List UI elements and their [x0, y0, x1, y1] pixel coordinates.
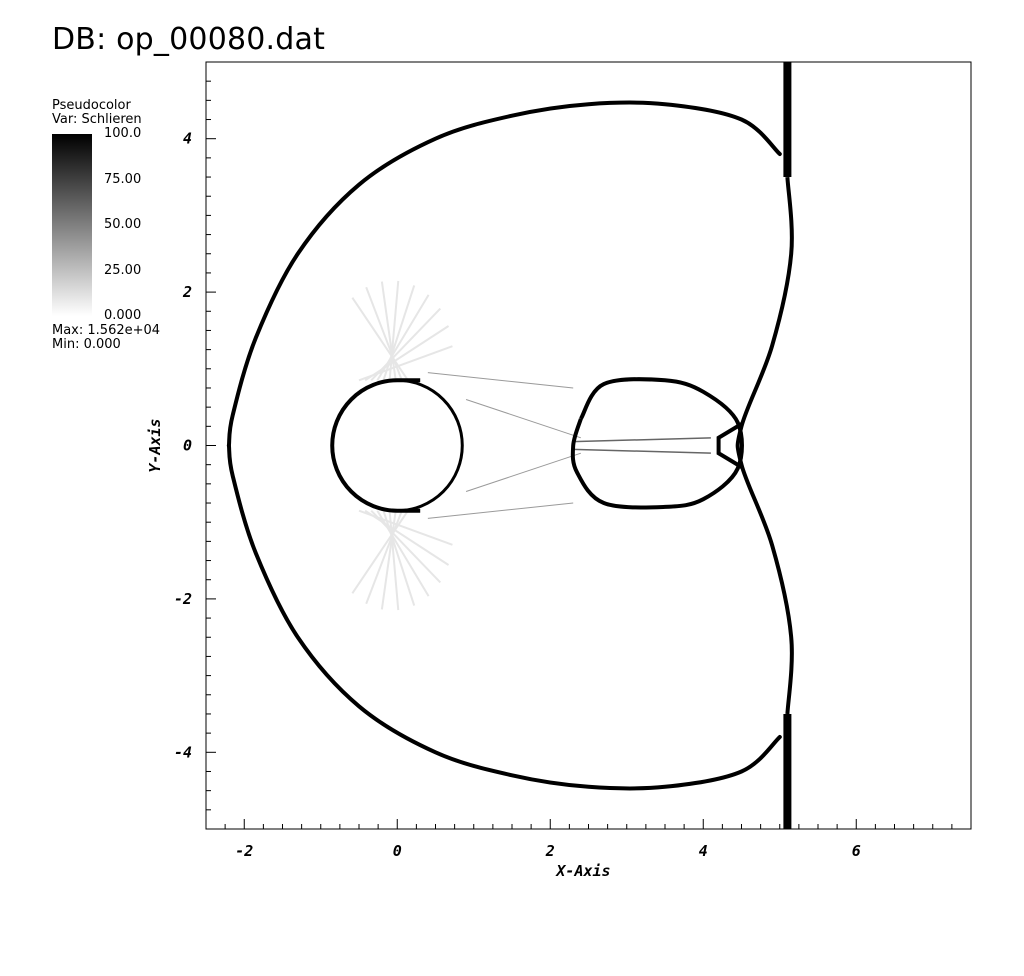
x-axis-title: X-Axis [554, 862, 610, 880]
schlieren-ray [376, 294, 430, 381]
legend-max-label: Max: 1.562e+04 [52, 323, 161, 338]
y-tick-label: 0 [183, 437, 192, 455]
schlieren-ray [388, 510, 400, 611]
schlieren-ray [382, 285, 416, 381]
legend-tick-label: 0.000 [104, 308, 142, 323]
schlieren-ray [370, 510, 442, 584]
obstacle-outline [330, 378, 421, 513]
obstacle-rear-shock [397, 378, 464, 513]
wake-loop [570, 377, 744, 510]
plot-layer: -2 0 2 4 6 -4 -2 0 2 4 X-Axis Y-Axis [146, 61, 972, 880]
y-tick-label: -4 [174, 743, 192, 761]
legend-tick-label: 50.00 [104, 217, 142, 232]
plot-area [206, 62, 971, 829]
schlieren-ray [365, 510, 403, 605]
x-tick-label: 6 [852, 842, 861, 860]
schlieren-ray [351, 510, 409, 594]
schlieren-ray [370, 307, 442, 381]
schlieren-ray [380, 281, 397, 381]
legend-stats: Max: 1.562e+04 Min: 0.000 [52, 324, 160, 352]
shear-layer [427, 372, 574, 389]
x-tick-label: 4 [699, 842, 708, 860]
mach-stem [716, 422, 743, 469]
legend-plot-type: Pseudocolor [52, 98, 131, 113]
curved-shock-front [735, 176, 794, 715]
x-tick-label: 0 [393, 842, 402, 860]
wake-jet [573, 448, 711, 454]
database-title: DB: op_00080.dat [52, 22, 326, 57]
shear-layer [465, 399, 582, 439]
legend-color-bar [52, 134, 92, 316]
schlieren-ray [380, 510, 397, 610]
legend-variable: Var: Schlieren [52, 112, 142, 127]
legend-tick-label: 75.00 [104, 172, 142, 187]
y-tick-label: -2 [174, 590, 192, 608]
shear-layer [465, 452, 582, 492]
schlieren-ray [376, 510, 430, 597]
y-tick-label: 2 [182, 283, 192, 301]
legend-tick-label: 25.00 [104, 263, 142, 278]
bow-shock-upper [226, 100, 782, 448]
legend-header: Pseudocolor Var: Schlieren [52, 99, 142, 127]
x-tick-label: -2 [235, 842, 253, 860]
x-tick-label: 2 [545, 842, 555, 860]
y-tick-label: 4 [183, 130, 192, 148]
schlieren-ray [388, 280, 400, 381]
bow-shock-lower [226, 443, 782, 791]
legend-min-label: Min: 0.000 [52, 337, 121, 352]
schlieren-ray [382, 510, 416, 606]
schlieren-ray [351, 297, 409, 381]
legend-tick-label: 100.0 [104, 126, 142, 141]
shear-layer [427, 502, 574, 519]
schlieren-ray [365, 286, 403, 381]
wake-jet [573, 437, 711, 443]
y-axis-title: Y-Axis [146, 418, 164, 472]
